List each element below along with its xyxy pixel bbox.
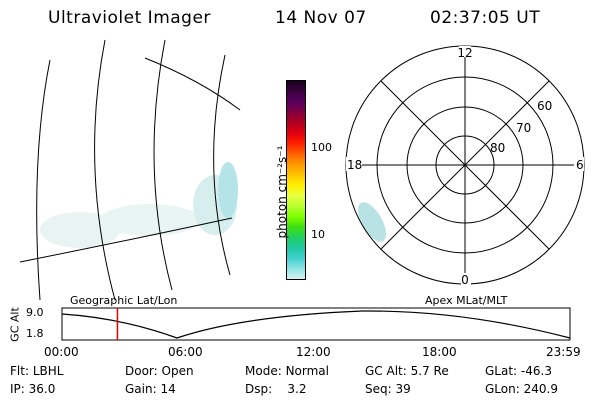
timeline-axis-label: GC Alt xyxy=(8,307,22,342)
timeline-xtick-1800: 18:00 xyxy=(422,345,457,359)
status-gain: Gain: 14 xyxy=(125,382,176,396)
instrument-title: Ultraviolet Imager xyxy=(48,8,211,28)
status-mode: Mode: Normal xyxy=(245,364,329,378)
geographic-caption: Geographic Lat/Lon xyxy=(70,294,178,307)
apex-caption: Apex MLat/MLT xyxy=(425,294,508,307)
mlt-label-0: 0 xyxy=(461,273,469,287)
timeline-xtick-1200: 12:00 xyxy=(296,345,331,359)
timeline-ytick-max: 9.0 xyxy=(26,306,44,319)
status-door: Door: Open xyxy=(125,364,194,378)
timeline-ytick-min: 1.8 xyxy=(26,327,44,340)
lat-label-80: 80 xyxy=(490,141,505,155)
colorbar xyxy=(286,80,306,280)
status-filter: Flt: LBHL xyxy=(10,364,64,378)
colorbar-tick-10: 10 xyxy=(311,228,325,241)
date-label: 14 Nov 07 xyxy=(275,8,367,28)
polar-aurora xyxy=(358,202,386,242)
colorbar-unit-label: photon cm⁻²s⁻¹ xyxy=(275,145,289,239)
status-gc-alt: GC Alt: 5.7 Re xyxy=(365,364,449,378)
time-label: 02:37:05 UT xyxy=(430,8,541,28)
mlt-label-18: 18 xyxy=(347,158,362,172)
status-glon: GLon: 240.9 xyxy=(485,382,558,396)
timeline-xtick-0000: 00:00 xyxy=(44,345,79,359)
geographic-grid xyxy=(19,39,241,301)
status-seq: Seq: 39 xyxy=(365,382,411,396)
colorbar-tick-100: 100 xyxy=(311,141,332,154)
timeline-xtick-0600: 06:00 xyxy=(168,345,203,359)
timeline-xtick-2359: 23:59 xyxy=(546,345,581,359)
status-glat: GLat: -46.3 xyxy=(485,364,552,378)
mlt-label-12: 12 xyxy=(457,46,472,60)
lat-label-70: 70 xyxy=(516,121,531,135)
aurora-emission-left xyxy=(40,162,238,248)
lat-label-60: 60 xyxy=(537,99,552,113)
status-dsp: Dsp: 3.2 xyxy=(245,382,307,396)
polar-plot: 12 18 6 0 60 70 80 xyxy=(345,45,585,287)
status-ip: IP: 36.0 xyxy=(10,382,56,396)
mlt-label-6: 6 xyxy=(576,158,584,172)
altitude-timeline xyxy=(61,307,571,341)
